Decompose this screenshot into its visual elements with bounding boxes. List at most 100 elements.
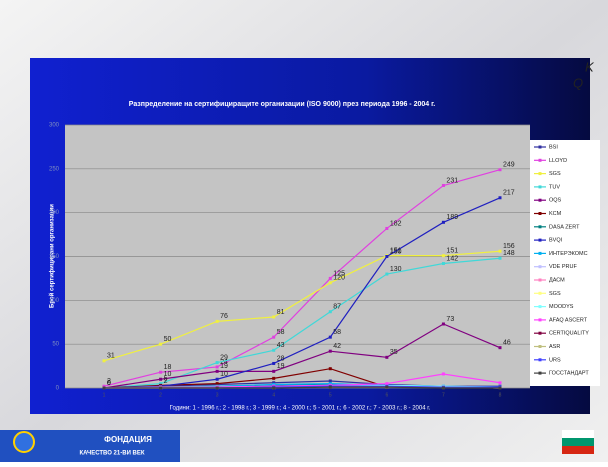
legend-marker (539, 372, 542, 375)
data-label: 10 (220, 371, 228, 378)
legend-marker (539, 172, 542, 175)
data-label: 73 (446, 316, 454, 323)
data-label: 29 (220, 354, 228, 361)
data-label: 81 (277, 309, 285, 316)
point-marker (216, 382, 219, 385)
legend-label: OQS (549, 198, 562, 204)
point-marker (329, 336, 332, 339)
point-marker (103, 387, 106, 390)
point-marker (272, 362, 275, 365)
point-marker (385, 382, 388, 385)
point-marker (216, 320, 219, 323)
legend-label: KCM (549, 211, 562, 217)
data-label: 231 (446, 177, 458, 184)
legend-label: ГОССТАНДАРТ (549, 371, 589, 377)
point-marker (499, 257, 502, 260)
point-marker (499, 346, 502, 349)
point-marker (159, 371, 162, 374)
point-marker (385, 273, 388, 276)
logo-k: K (585, 59, 595, 74)
point-marker (499, 168, 502, 171)
data-label: 58 (333, 329, 341, 336)
point-marker (499, 387, 502, 390)
data-label: 58 (277, 329, 285, 336)
data-label: 148 (503, 250, 515, 257)
flag-green (562, 438, 594, 446)
legend-marker (539, 185, 542, 188)
foundation-emblem (14, 432, 34, 452)
point-marker (272, 315, 275, 318)
data-label: 142 (446, 255, 458, 262)
data-label: 35 (390, 349, 398, 356)
legend-label: ДАСМ (549, 277, 565, 283)
data-label: 19 (220, 363, 228, 370)
data-label: 50 (164, 336, 172, 343)
data-label: 87 (333, 304, 341, 311)
legend-label: LLOYD (549, 158, 567, 164)
legend-marker (539, 252, 542, 255)
legend-label: ИНТЕРЭКОМС (549, 251, 588, 257)
data-label: 151 (446, 247, 458, 254)
data-label: 31 (107, 353, 115, 360)
x-tick-label: 7 (442, 392, 445, 398)
point-marker (159, 387, 162, 390)
point-marker (329, 310, 332, 313)
data-label: 42 (333, 343, 341, 350)
flag-white (562, 430, 594, 438)
footnote: Години: 1 - 1996 г.; 2 - 1998 г.; 3 - 19… (170, 406, 431, 412)
legend-marker (539, 345, 542, 348)
slide: Разпределение на сертифициращите организ… (0, 0, 608, 462)
point-marker (442, 372, 445, 375)
point-marker (329, 379, 332, 382)
x-tick-label: 6 (385, 392, 388, 398)
point-marker (329, 386, 332, 389)
y-tick-label: 200 (49, 210, 60, 216)
legend-marker (539, 239, 542, 242)
legend-marker (539, 265, 542, 268)
data-label: 43 (277, 342, 285, 349)
legend-marker (539, 305, 542, 308)
chart-title: Разпределение на сертифициращите организ… (129, 101, 436, 108)
data-label: 249 (503, 162, 515, 169)
legend-label: SGS (549, 171, 561, 177)
legend-label: SGS (549, 291, 561, 297)
legend-label: AFAQ ASCERT (549, 317, 588, 323)
y-tick-label: 50 (52, 342, 59, 348)
x-tick-label: 3 (216, 392, 219, 398)
y-tick-label: 100 (49, 298, 60, 304)
legend-label: VDE PRUF (549, 264, 577, 270)
flag-red (562, 446, 594, 454)
point-marker (385, 356, 388, 359)
legend-box (530, 140, 600, 386)
data-label: 182 (390, 220, 402, 227)
legend-label: URS (549, 357, 561, 363)
data-label: 18 (164, 364, 172, 371)
point-marker (442, 184, 445, 187)
data-label: 10 (164, 371, 172, 378)
legend-marker (539, 358, 542, 361)
point-marker (216, 365, 219, 368)
x-tick-label: 8 (499, 392, 502, 398)
point-marker (499, 196, 502, 199)
x-tick-label: 1 (103, 392, 106, 398)
point-marker (272, 370, 275, 373)
legend-marker (539, 146, 542, 149)
y-tick-label: 150 (49, 254, 60, 260)
logo-q: Q (573, 75, 583, 90)
legend-marker (539, 332, 542, 335)
data-label: 130 (390, 266, 402, 273)
bulgarian-flag (562, 430, 594, 454)
data-label: 76 (220, 313, 228, 320)
data-label: 0 (107, 380, 111, 387)
y-tick-label: 300 (49, 123, 60, 129)
data-label: 156 (503, 243, 515, 250)
point-marker (272, 336, 275, 339)
data-label: 2 (164, 378, 168, 385)
x-tick-label: 2 (159, 392, 162, 398)
legend-marker (539, 199, 542, 202)
legend-marker (539, 159, 542, 162)
legend-marker (539, 292, 542, 295)
point-marker (329, 350, 332, 353)
point-marker (329, 281, 332, 284)
legend-label: BVQI (549, 238, 563, 244)
